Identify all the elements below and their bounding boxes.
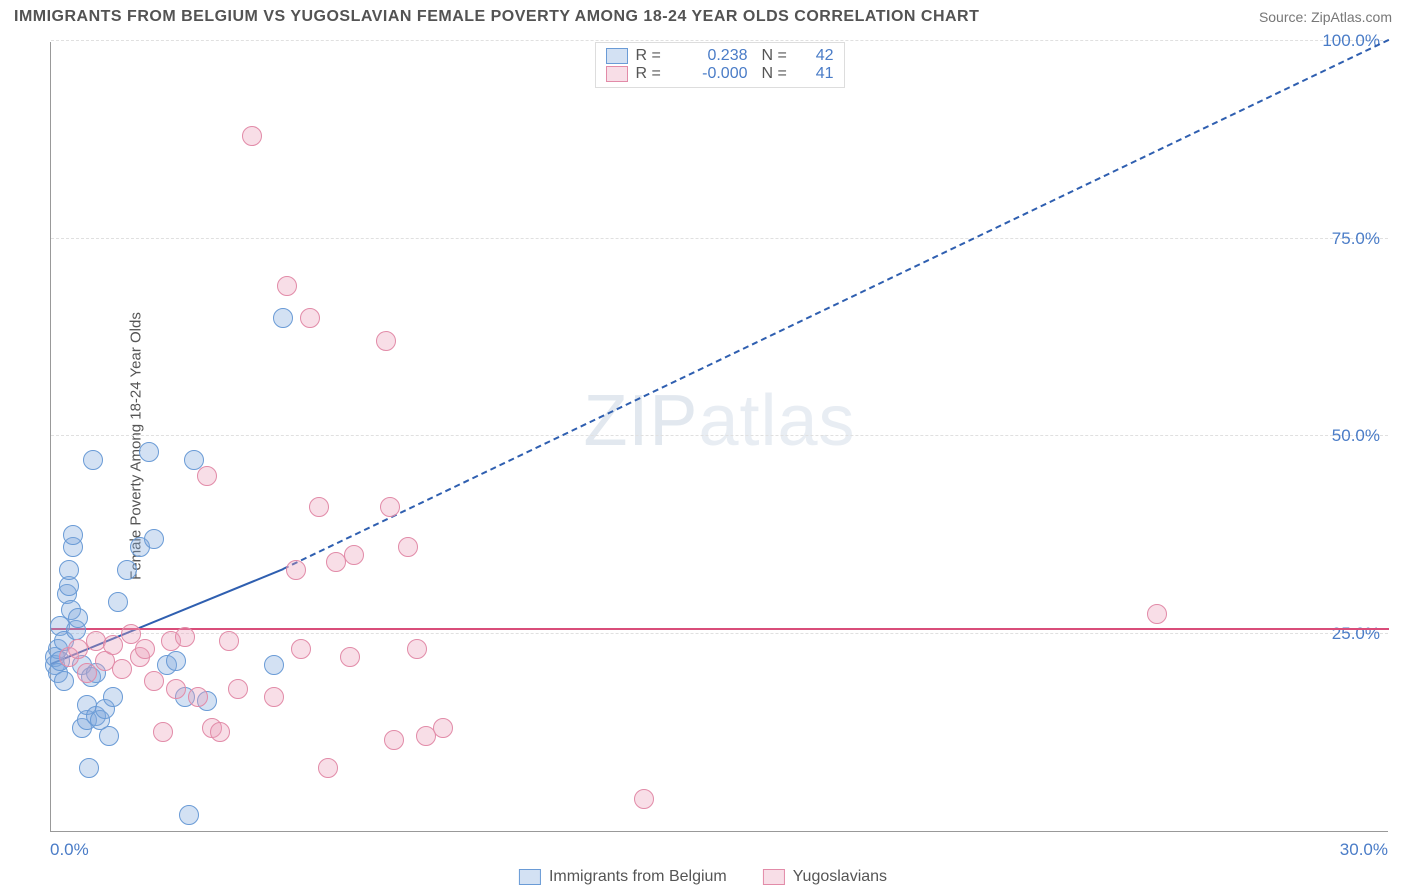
plot-area: ZIPatlas R = 0.238 N = 42 R = -0.000 N = 41 25.… <box>50 42 1388 832</box>
watermark-bold: ZIP <box>583 381 698 461</box>
data-point <box>108 592 128 612</box>
data-point <box>634 789 654 809</box>
data-point <box>286 560 306 580</box>
watermark-thin: atlas <box>698 381 855 461</box>
data-point <box>135 639 155 659</box>
n-value: 42 <box>804 47 834 65</box>
header: IMMIGRANTS FROM BELGIUM VS YUGOSLAVIAN F… <box>14 8 1392 26</box>
legend-item: Yugoslavians <box>763 868 887 886</box>
data-point <box>309 497 329 517</box>
n-label: N = <box>762 65 796 83</box>
r-value: -0.000 <box>678 65 748 83</box>
data-point <box>219 631 239 651</box>
data-point <box>175 627 195 647</box>
data-point <box>103 687 123 707</box>
legend-row: R = -0.000 N = 41 <box>606 65 834 83</box>
chart-title: IMMIGRANTS FROM BELGIUM VS YUGOSLAVIAN F… <box>14 8 979 26</box>
legend-swatch <box>606 48 628 64</box>
y-tick-label: 25.0% <box>1332 624 1380 644</box>
gridline <box>51 435 1388 436</box>
data-point <box>407 639 427 659</box>
data-point <box>1147 604 1167 624</box>
y-tick-label: 75.0% <box>1332 229 1380 249</box>
data-point <box>273 308 293 328</box>
r-value: 0.238 <box>678 47 748 65</box>
data-point <box>77 663 97 683</box>
data-point <box>340 647 360 667</box>
data-point <box>59 560 79 580</box>
data-point <box>112 659 132 679</box>
trend-line <box>282 39 1389 570</box>
data-point <box>144 671 164 691</box>
data-point <box>153 722 173 742</box>
legend-label: Immigrants from Belgium <box>549 868 727 886</box>
legend-correlation: R = 0.238 N = 42 R = -0.000 N = 41 <box>595 42 845 88</box>
data-point <box>300 308 320 328</box>
data-point <box>166 651 186 671</box>
y-tick-label: 50.0% <box>1332 426 1380 446</box>
x-tick-label: 30.0% <box>1340 840 1388 860</box>
legend-series: Immigrants from Belgium Yugoslavians <box>519 868 887 886</box>
data-point <box>79 758 99 778</box>
n-label: N = <box>762 47 796 65</box>
data-point <box>291 639 311 659</box>
data-point <box>179 805 199 825</box>
r-label: R = <box>636 65 670 83</box>
data-point <box>242 126 262 146</box>
r-label: R = <box>636 47 670 65</box>
data-point <box>264 655 284 675</box>
data-point <box>318 758 338 778</box>
legend-swatch <box>606 66 628 82</box>
data-point <box>86 631 106 651</box>
gridline <box>51 633 1388 634</box>
data-point <box>376 331 396 351</box>
data-point <box>99 726 119 746</box>
data-point <box>228 679 248 699</box>
data-point <box>380 497 400 517</box>
data-point <box>398 537 418 557</box>
data-point <box>277 276 297 296</box>
legend-label: Yugoslavians <box>793 868 887 886</box>
data-point <box>197 466 217 486</box>
data-point <box>54 671 74 691</box>
source-label: Source: ZipAtlas.com <box>1259 9 1392 25</box>
legend-item: Immigrants from Belgium <box>519 868 727 886</box>
data-point <box>344 545 364 565</box>
data-point <box>264 687 284 707</box>
data-point <box>210 722 230 742</box>
data-point <box>117 560 137 580</box>
data-point <box>384 730 404 750</box>
data-point <box>166 679 186 699</box>
data-point <box>433 718 453 738</box>
data-point <box>63 525 83 545</box>
data-point <box>68 608 88 628</box>
n-value: 41 <box>804 65 834 83</box>
legend-swatch <box>763 869 785 885</box>
gridline <box>51 40 1388 41</box>
watermark: ZIPatlas <box>583 380 855 462</box>
data-point <box>103 635 123 655</box>
legend-row: R = 0.238 N = 42 <box>606 47 834 65</box>
gridline <box>51 238 1388 239</box>
trend-line <box>51 628 1389 630</box>
data-point <box>144 529 164 549</box>
x-tick-label: 0.0% <box>50 840 89 860</box>
legend-swatch <box>519 869 541 885</box>
data-point <box>139 442 159 462</box>
data-point <box>188 687 208 707</box>
data-point <box>83 450 103 470</box>
